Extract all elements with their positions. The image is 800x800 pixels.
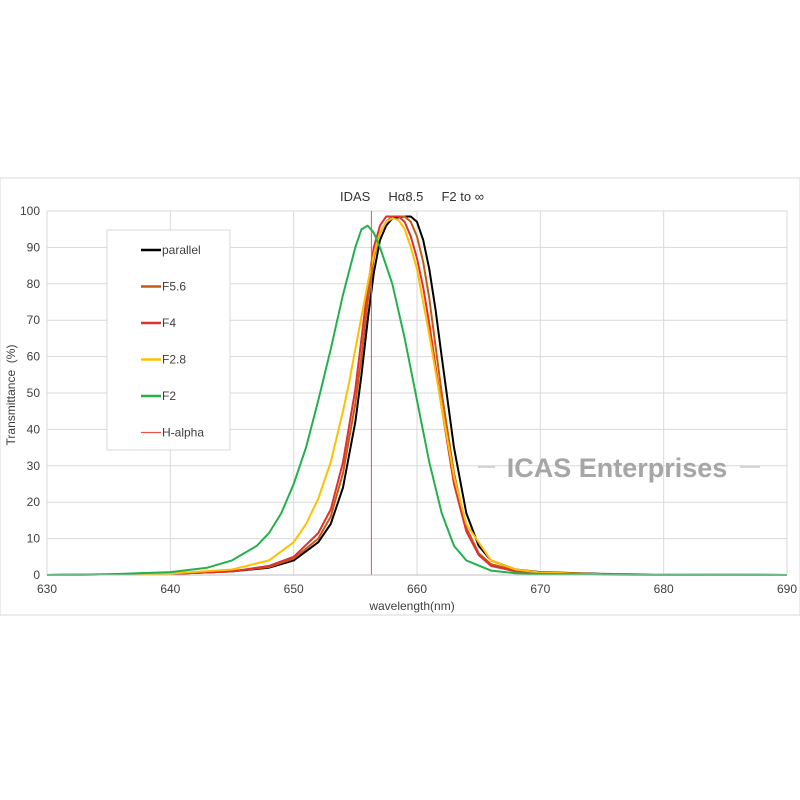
x-tick-label: 680 bbox=[654, 582, 674, 596]
y-tick-label: 30 bbox=[27, 459, 41, 473]
series-line-f5-6 bbox=[46, 215, 788, 576]
legend-label: F5.6 bbox=[162, 280, 186, 294]
x-axis-label: wavelength(nm) bbox=[368, 599, 454, 613]
axes: 0 10 20 30 40 50 60 70 80 90 100 630 640 650 660 670 680… bbox=[20, 204, 797, 596]
series-line-f4 bbox=[46, 215, 788, 576]
watermark: ICAS Enterprises bbox=[507, 453, 728, 483]
legend-label: H-alpha bbox=[162, 426, 204, 440]
x-tick-label: 690 bbox=[777, 582, 797, 596]
legend-label: parallel bbox=[162, 243, 201, 257]
y-tick-label: 80 bbox=[27, 277, 41, 291]
watermark-group: ICAS Enterprises bbox=[478, 453, 760, 483]
y-tick-label: 20 bbox=[27, 495, 41, 509]
legend-label: F2 bbox=[162, 389, 176, 403]
series-group bbox=[46, 211, 788, 576]
legend-label: F4 bbox=[162, 316, 176, 330]
series-line-f2 bbox=[46, 224, 787, 576]
chart-title: IDAS Hα8.5 F2 to ∞ bbox=[340, 189, 484, 204]
y-tick-label: 50 bbox=[27, 386, 41, 400]
series-line-f2-8 bbox=[46, 217, 788, 576]
legend-label: F2.8 bbox=[162, 353, 186, 367]
legend: parallel F5.6 F4 F2.8 F2 H-alpha bbox=[106, 229, 231, 451]
y-tick-label: 40 bbox=[27, 422, 41, 436]
x-tick-label: 670 bbox=[530, 582, 550, 596]
y-tick-label: 0 bbox=[33, 568, 40, 582]
y-tick-label: 100 bbox=[20, 204, 40, 218]
y-axis-label: Transmittance (%) bbox=[4, 345, 18, 446]
x-tick-label: 660 bbox=[407, 582, 427, 596]
y-tick-label: 70 bbox=[27, 313, 41, 327]
legend-box bbox=[106, 229, 231, 451]
x-tick-label: 650 bbox=[284, 582, 304, 596]
x-tick-label: 640 bbox=[160, 582, 180, 596]
y-tick-label: 60 bbox=[27, 350, 41, 364]
y-tick-label: 10 bbox=[27, 532, 41, 546]
y-tick-label: 90 bbox=[27, 240, 41, 254]
x-tick-label: 630 bbox=[37, 582, 57, 596]
